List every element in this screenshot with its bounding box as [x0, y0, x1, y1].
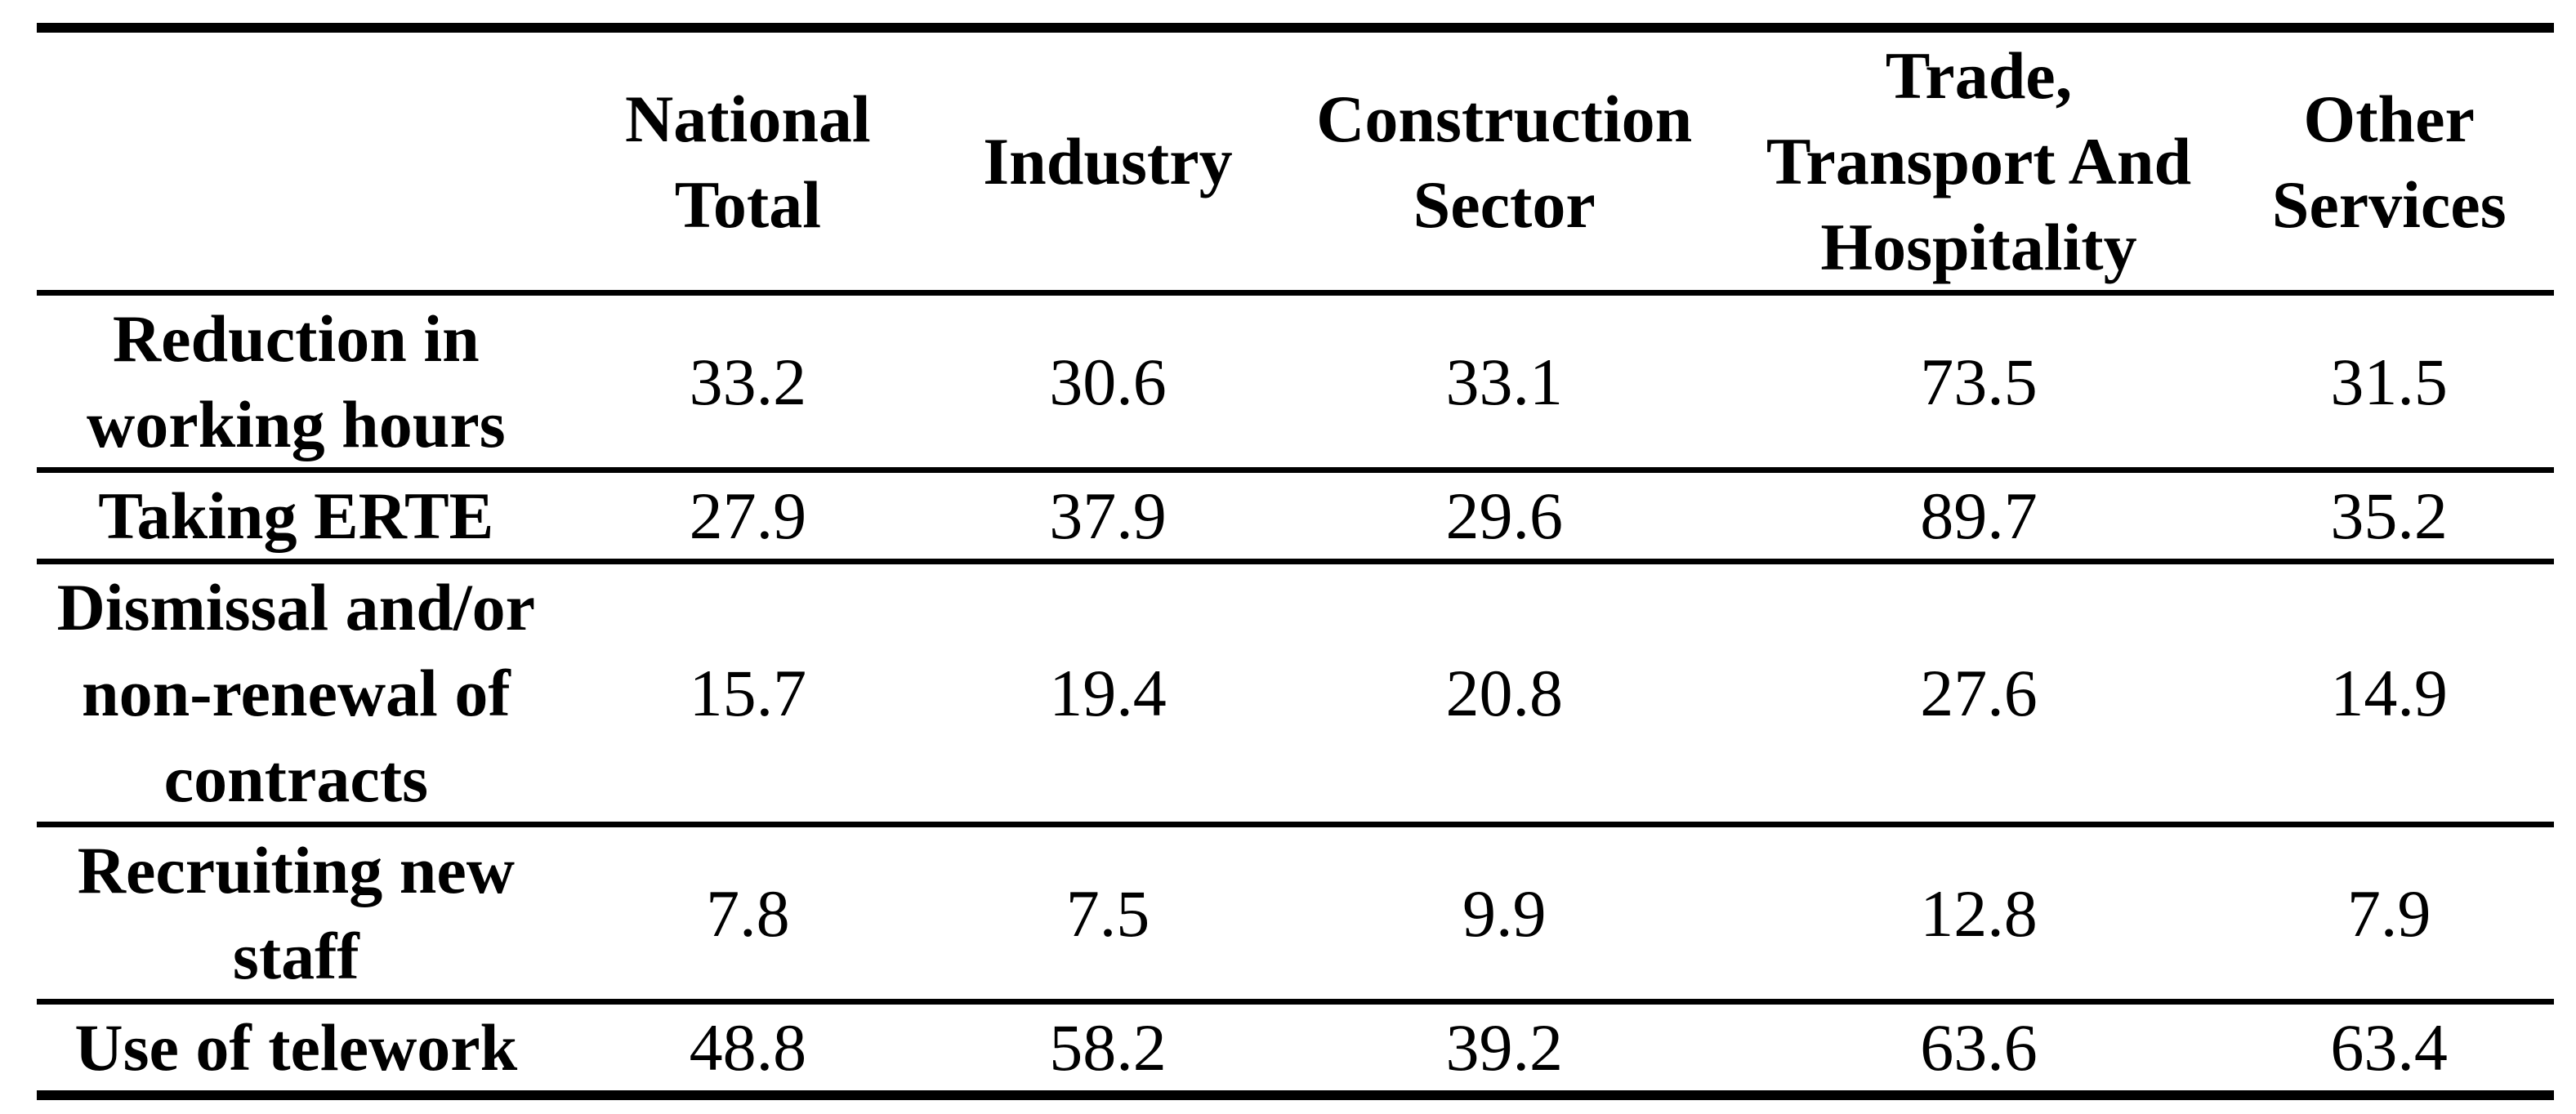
value-cell: 19.4	[1049, 656, 1167, 730]
value-cell: 15.7	[689, 656, 807, 730]
value-cell: 58.2	[1049, 1010, 1167, 1085]
row-label-cell: Recruiting new staff	[77, 833, 515, 993]
value-cell: 30.6	[1049, 344, 1167, 419]
header-cell-construction-sector: Construction Sector	[1316, 81, 1693, 242]
results-table: National Total Industry Construction Sec…	[37, 23, 2554, 1100]
table-row-taking-erte: Taking ERTE 27.9 37.9 29.6 89.7 35.2	[37, 470, 2554, 562]
header-cell-industry: Industry	[983, 124, 1233, 198]
value-cell: 89.7	[1920, 479, 2038, 553]
header-cell-national-total: National Total	[625, 81, 871, 242]
value-cell: 7.5	[1065, 876, 1150, 951]
value-cell: 31.5	[2330, 344, 2448, 419]
row-label-cell: Dismissal and/or non-renewal of contract…	[56, 570, 536, 816]
value-cell: 7.9	[2346, 876, 2431, 951]
value-cell: 27.9	[689, 479, 807, 553]
value-cell: 7.8	[706, 876, 790, 951]
table-row-recruiting-new-staff: Recruiting new staff 7.8 7.5 9.9 12.8 7.…	[37, 824, 2554, 1002]
value-cell: 73.5	[1920, 344, 2038, 419]
value-cell: 37.9	[1049, 479, 1167, 553]
table-row-dismissal-non-renewal: Dismissal and/or non-renewal of contract…	[37, 561, 2554, 825]
row-label-cell: Reduction in working hours	[87, 301, 506, 461]
value-cell: 35.2	[2330, 479, 2448, 553]
table-container: National Total Industry Construction Sec…	[37, 23, 2554, 1100]
value-cell: 63.6	[1920, 1010, 2038, 1085]
value-cell: 14.9	[2330, 656, 2448, 730]
value-cell: 27.6	[1920, 656, 2038, 730]
row-label-cell: Taking ERTE	[98, 479, 494, 553]
value-cell: 29.6	[1445, 479, 1563, 553]
header-cell-other-services: Other Services	[2271, 81, 2507, 242]
value-cell: 9.9	[1462, 876, 1547, 951]
value-cell: 12.8	[1920, 876, 2038, 951]
header-cell-trade-transport-hospitality: Trade, Transport And Hospitality	[1766, 38, 2192, 284]
header-row: National Total Industry Construction Sec…	[37, 28, 2554, 293]
value-cell: 20.8	[1445, 656, 1563, 730]
table-row-reduction-working-hours: Reduction in working hours 33.2 30.6 33.…	[37, 293, 2554, 470]
value-cell: 33.1	[1445, 344, 1563, 419]
row-label-cell: Use of telework	[74, 1010, 518, 1085]
table-row-use-of-telework: Use of telework 48.8 58.2 39.2 63.6 63.4	[37, 1001, 2554, 1096]
value-cell: 33.2	[689, 344, 807, 419]
value-cell: 63.4	[2330, 1010, 2448, 1085]
value-cell: 48.8	[689, 1010, 807, 1085]
header-cell-row-labels	[37, 28, 556, 293]
value-cell: 39.2	[1445, 1010, 1563, 1085]
